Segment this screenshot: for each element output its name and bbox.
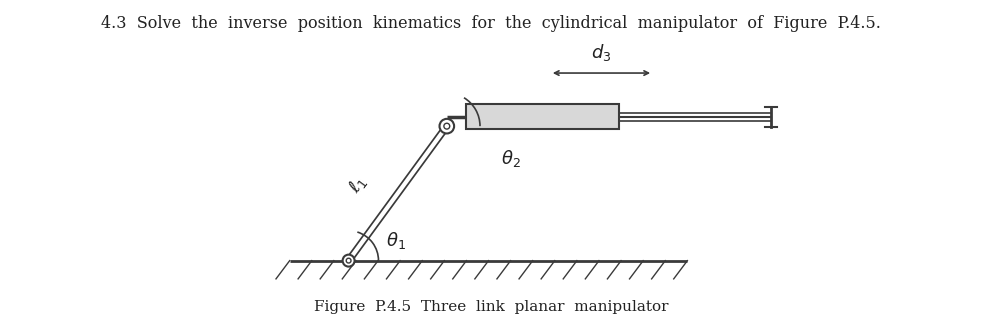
- Circle shape: [440, 119, 454, 133]
- Bar: [466, 104, 619, 129]
- Circle shape: [343, 255, 355, 267]
- Text: 4.3  Solve  the  inverse  position  kinematics  for  the  cylindrical  manipulat: 4.3 Solve the inverse position kinematic…: [101, 15, 881, 32]
- Text: $\theta_2$: $\theta_2$: [501, 148, 520, 169]
- Circle shape: [347, 258, 351, 263]
- Circle shape: [444, 123, 450, 129]
- Text: $\ell_1$: $\ell_1$: [346, 172, 371, 197]
- Text: $\theta_1$: $\theta_1$: [386, 230, 406, 251]
- Text: $d_3$: $d_3$: [591, 42, 612, 63]
- Text: Figure  P.4.5  Three  link  planar  manipulator: Figure P.4.5 Three link planar manipulat…: [314, 300, 668, 314]
